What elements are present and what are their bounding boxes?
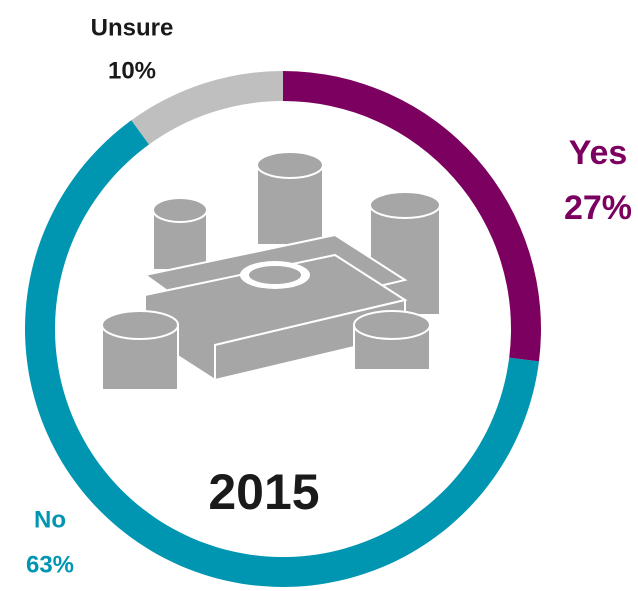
value-label: 63% [26,551,74,578]
category-label: Yes [569,134,628,172]
center-label: 2015 [208,464,319,520]
page: 2015 Yes27%No63%Unsure10% (() => { const… [0,0,638,591]
category-label: Unsure [91,14,174,41]
category-label: No [34,506,66,533]
value-label: 27% [564,189,632,227]
value-label: 10% [108,57,156,84]
money-icon [102,152,440,390]
chart: 2015 Yes 27% No 63% Unsure 10% [0,0,638,591]
